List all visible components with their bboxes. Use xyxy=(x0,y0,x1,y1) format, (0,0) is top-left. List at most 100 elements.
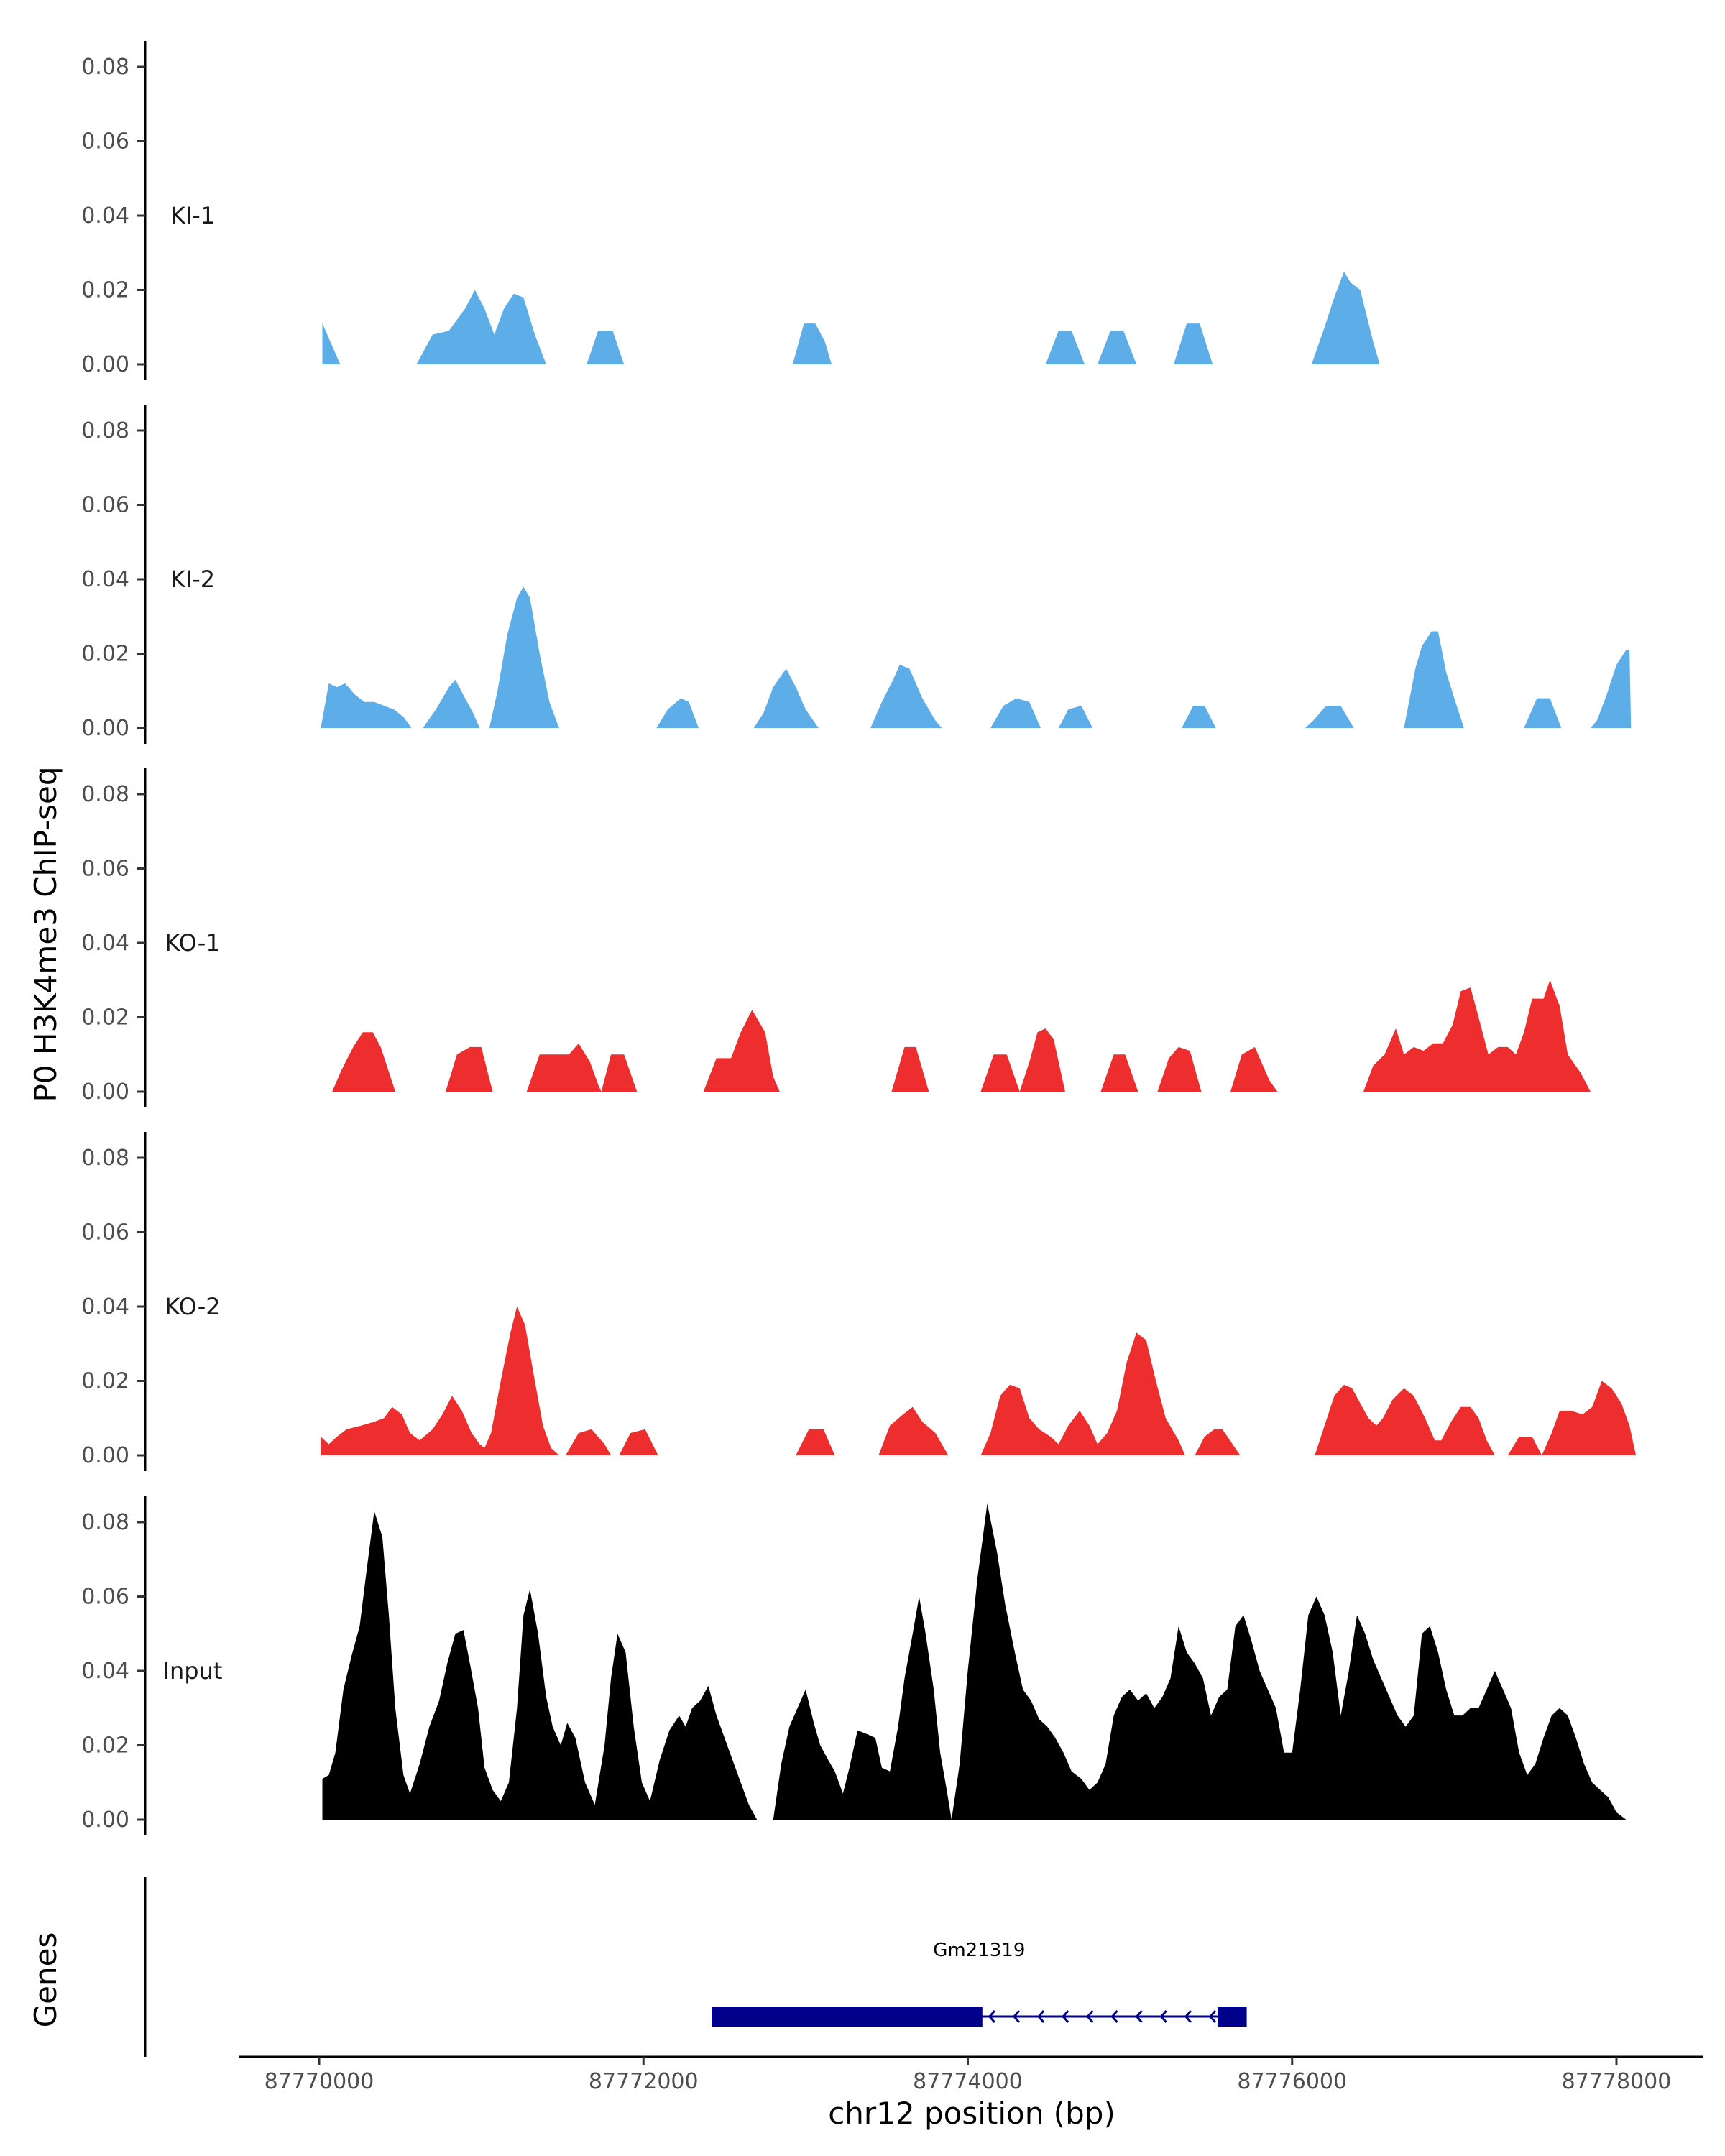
gene-exon-block xyxy=(1217,2007,1247,2027)
coverage-area xyxy=(1524,698,1562,728)
track-panel-ko-1: 0.00 0.02 0.04 0.06 0.08 KO-1 xyxy=(81,768,1591,1107)
y-tick-label: 0.02 xyxy=(81,278,129,303)
strand-arrow xyxy=(988,2010,995,2023)
coverage-area xyxy=(891,1046,929,1092)
coverage-area xyxy=(878,1406,949,1455)
track-panel-input: 0.00 0.02 0.04 0.06 0.08 Input xyxy=(81,1496,1627,1835)
coverage-area xyxy=(951,1503,1627,1820)
x-axis-ticks: 87770000 87772000 87774000 87776000 87778000 xyxy=(264,2057,1671,2094)
y-tick-label: 0.08 xyxy=(81,1146,129,1171)
y-tick-label: 0.04 xyxy=(81,203,129,229)
coverage-area xyxy=(1174,323,1213,364)
y-tick-label: 0.02 xyxy=(81,1005,129,1031)
coverage-area xyxy=(980,1054,1020,1092)
x-tick-label: 87770000 xyxy=(264,2069,374,2094)
coverage-area xyxy=(1404,631,1464,728)
y-tick-label: 0.06 xyxy=(81,857,129,882)
y-tick-label: 0.00 xyxy=(81,1807,129,1833)
coverage-area xyxy=(1315,1384,1495,1455)
coverage-area xyxy=(1045,331,1085,364)
coverage-area xyxy=(619,1429,658,1455)
x-tick-label: 87776000 xyxy=(1237,2069,1347,2094)
coverage-area xyxy=(703,1010,780,1092)
coverage-area xyxy=(1311,271,1380,364)
y-tick-label: 0.06 xyxy=(81,493,129,518)
y-tick-label: 0.02 xyxy=(81,1369,129,1394)
coverage-area xyxy=(601,1054,638,1092)
coverage-area xyxy=(1363,980,1591,1092)
coverage-area xyxy=(796,1429,835,1455)
y-tick-label: 0.06 xyxy=(81,129,129,155)
track-label: Input xyxy=(163,1657,223,1685)
coverage-area xyxy=(321,1307,559,1455)
coverage-area xyxy=(1507,1437,1542,1455)
coverage-area xyxy=(980,1332,1185,1455)
track-panel-ki-2: 0.00 0.02 0.04 0.06 0.08 KI-2 xyxy=(81,405,1632,744)
coverage-area xyxy=(586,331,625,364)
y-tick-label: 0.06 xyxy=(81,1585,129,1610)
y-tick-label: 0.00 xyxy=(81,1079,129,1105)
y-tick-label: 0.08 xyxy=(81,1510,129,1535)
coverage-area xyxy=(416,290,546,364)
coverage-area xyxy=(1182,706,1216,728)
y-tick-label: 0.08 xyxy=(81,55,129,80)
strand-arrow xyxy=(1208,2010,1217,2023)
coverage-area xyxy=(1157,1046,1202,1092)
coverage-area xyxy=(332,1032,395,1092)
track-label: KO-2 xyxy=(165,1293,220,1320)
coverage-area xyxy=(322,323,341,364)
coverage-area xyxy=(321,683,412,728)
coverage-area xyxy=(446,1046,493,1092)
coverage-area xyxy=(1195,1429,1241,1455)
y-tick-label: 0.02 xyxy=(81,642,129,667)
track-label: KO-1 xyxy=(165,929,220,957)
coverage-area xyxy=(990,698,1041,728)
y-tick-label: 0.08 xyxy=(81,418,129,443)
coverage-area xyxy=(322,1511,758,1820)
x-axis-title: chr12 position (bp) xyxy=(828,2096,1116,2131)
y-tick-label: 0.00 xyxy=(81,352,129,377)
y-tick-label: 0.04 xyxy=(81,567,129,592)
coverage-area xyxy=(1100,1054,1138,1092)
strand-arrow xyxy=(1062,2010,1070,2023)
strand-arrow xyxy=(1037,2010,1045,2023)
strand-arrow xyxy=(1159,2010,1167,2023)
coverage-area xyxy=(753,668,819,728)
coverage-area xyxy=(792,323,832,364)
strand-arrow xyxy=(1086,2010,1094,2023)
y-tick-label: 0.00 xyxy=(81,1443,129,1468)
y-tick-label: 0.04 xyxy=(81,931,129,956)
gene-exon-block xyxy=(712,2007,983,2027)
coverage-area xyxy=(566,1429,612,1455)
tracks-layer: 0.00 0.02 0.04 0.06 0.08 KI-1 0.00 0.02 0.04 0.06… xyxy=(81,41,1637,1835)
coverage-area xyxy=(1305,706,1354,728)
y-axis-title: P0 H3K4me3 ChIP-seq xyxy=(28,766,63,1102)
track-panel-ki-1: 0.00 0.02 0.04 0.06 0.08 KI-1 xyxy=(81,41,1380,380)
track-label: KI-2 xyxy=(170,566,215,593)
y-tick-label: 0.06 xyxy=(81,1220,129,1245)
coverage-area xyxy=(870,665,942,728)
y-tick-label: 0.04 xyxy=(81,1659,129,1684)
coverage-area xyxy=(1058,706,1093,728)
y-tick-label: 0.08 xyxy=(81,782,129,807)
x-tick-label: 87772000 xyxy=(589,2069,699,2094)
strand-arrow xyxy=(1184,2010,1192,2023)
coverage-area xyxy=(489,586,559,728)
coverage-area xyxy=(1019,1028,1065,1092)
strand-arrow xyxy=(1110,2010,1118,2023)
track-panel-ko-2: 0.00 0.02 0.04 0.06 0.08 KO-2 xyxy=(81,1132,1637,1471)
gene-panel: Gm21319 xyxy=(144,1877,1247,2057)
track-label: KI-1 xyxy=(170,202,215,229)
y-tick-label: 0.04 xyxy=(81,1294,129,1319)
coverage-area xyxy=(773,1596,952,1820)
x-tick-label: 87774000 xyxy=(913,2069,1023,2094)
coverage-area xyxy=(526,1043,602,1092)
coverage-area xyxy=(1590,650,1632,728)
coverage-area xyxy=(1230,1046,1278,1092)
y-tick-label: 0.02 xyxy=(81,1733,129,1759)
y-tick-label: 0.00 xyxy=(81,716,129,741)
strand-arrow xyxy=(1135,2010,1143,2023)
genes-axis-title: Genes xyxy=(28,1932,63,2028)
strand-arrow xyxy=(1012,2010,1021,2023)
